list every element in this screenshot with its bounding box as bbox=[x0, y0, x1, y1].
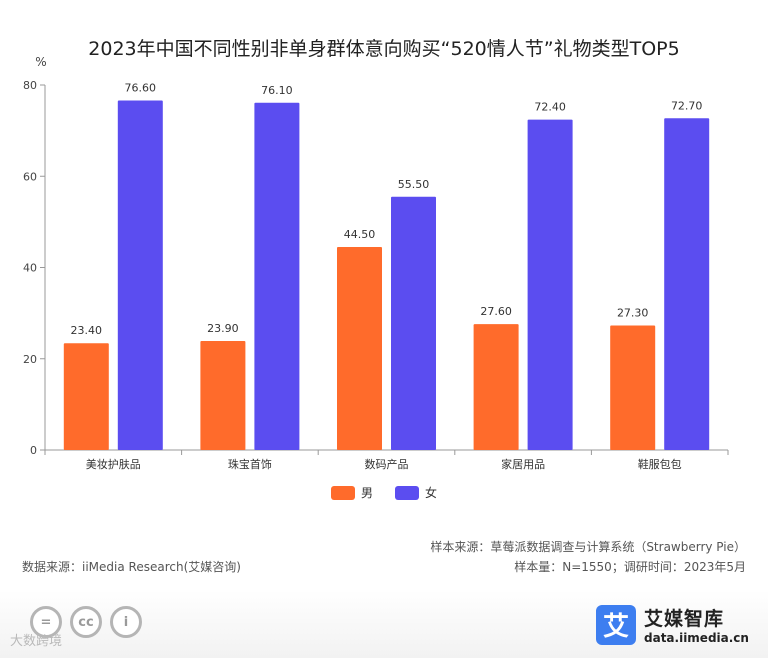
data-label: 72.40 bbox=[534, 101, 566, 114]
legend-swatch-female bbox=[395, 485, 419, 500]
bar-male bbox=[200, 340, 246, 450]
y-unit-label: % bbox=[35, 55, 46, 69]
x-tick-label: 鞋服包包 bbox=[638, 457, 682, 471]
creative-commons-icon: cc bbox=[70, 606, 102, 638]
sample-info: 样本量：N=1550；调研时间：2023年5月 bbox=[514, 560, 746, 574]
watermark: 大数跨境 bbox=[10, 634, 63, 649]
bar-male bbox=[63, 343, 109, 450]
logo-name: 艾媒智库 bbox=[644, 608, 725, 630]
x-tick-label: 美妆护肤品 bbox=[86, 457, 141, 471]
y-tick-label: 80 bbox=[23, 79, 37, 92]
data-label: 23.40 bbox=[71, 324, 103, 337]
data-label: 55.50 bbox=[398, 178, 430, 191]
y-tick-label: 40 bbox=[23, 262, 37, 275]
bar-female bbox=[254, 102, 300, 450]
x-tick-label: 珠宝首饰 bbox=[228, 457, 272, 471]
legend-item-female[interactable]: 女 bbox=[395, 484, 437, 501]
x-tick-label: 数码产品 bbox=[365, 457, 409, 471]
data-label: 76.10 bbox=[261, 84, 293, 97]
license-icons: = cc i bbox=[30, 606, 142, 638]
logo-badge-icon: 艾 bbox=[596, 604, 636, 645]
bar-female bbox=[117, 100, 163, 450]
legend-label-male: 男 bbox=[360, 486, 373, 500]
bar-male bbox=[610, 325, 656, 450]
bar-female bbox=[527, 119, 573, 451]
data-label: 23.90 bbox=[207, 322, 239, 335]
bar-chart: % 0 20 40 60 80 美妆护肤品 23.40 76.60 珠宝首饰 23.90 76.10 数… bbox=[23, 55, 729, 471]
y-tick-label: 60 bbox=[23, 170, 37, 183]
y-tick-label: 0 bbox=[30, 444, 37, 457]
no-derivatives-icon: = bbox=[30, 606, 62, 638]
iimedia-logo[interactable]: 艾 艾媒智库 data.iimedia.cn bbox=[596, 604, 749, 645]
attribution-icon: i bbox=[110, 606, 142, 638]
logo-text: 艾媒智库 data.iimedia.cn bbox=[644, 604, 749, 645]
data-label: 27.30 bbox=[617, 306, 649, 319]
data-label: 76.60 bbox=[125, 82, 157, 95]
bar-female bbox=[664, 118, 710, 451]
x-tick-label: 家居用品 bbox=[501, 457, 545, 471]
chart-title: 2023年中国不同性别非单身群体意向购买“520情人节”礼物类型TOP5 bbox=[88, 38, 680, 60]
sample-source: 样本来源：草莓派数据调查与计算系统（Strawberry Pie） bbox=[430, 540, 746, 554]
legend-swatch-male bbox=[330, 485, 355, 500]
y-tick-label: 20 bbox=[23, 353, 37, 366]
bar-male bbox=[337, 246, 382, 450]
data-label: 27.60 bbox=[480, 305, 512, 318]
data-label: 44.50 bbox=[344, 228, 376, 241]
legend-item-male[interactable]: 男 bbox=[330, 484, 373, 501]
bar-male bbox=[473, 324, 519, 450]
data-source: 数据来源：iiMedia Research(艾媒咨询) bbox=[22, 560, 241, 574]
legend-label-female: 女 bbox=[425, 486, 438, 500]
bar-female bbox=[391, 196, 436, 450]
chart-legend: 男 女 bbox=[0, 484, 768, 501]
logo-url: data.iimedia.cn bbox=[644, 631, 749, 645]
data-label: 72.70 bbox=[671, 99, 703, 112]
